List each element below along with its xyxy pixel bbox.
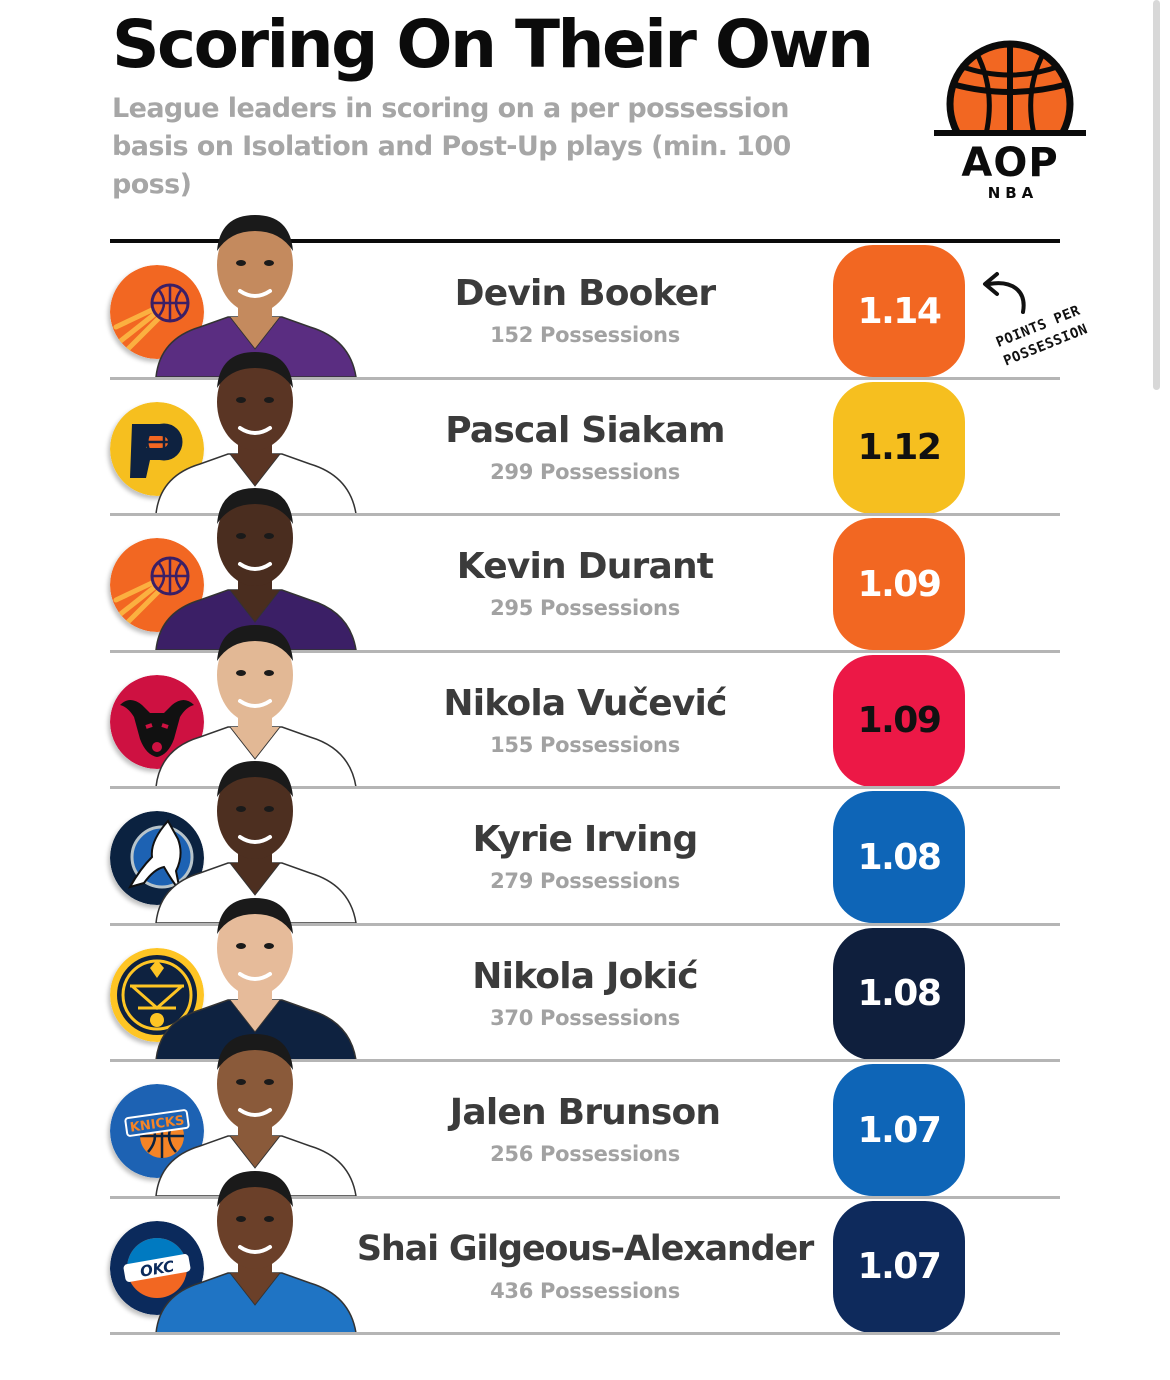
player-name: Jalen Brunson xyxy=(449,1092,721,1133)
row-divider xyxy=(110,922,1060,926)
possessions-count: 295 Possessions xyxy=(490,596,680,620)
table-row: Kyrie Irving 279 Possessions 1.08 xyxy=(110,761,1060,926)
possessions-count: 279 Possessions xyxy=(490,869,680,893)
chart-title: Scoring On Their Own xyxy=(112,6,874,83)
possessions-count: 299 Possessions xyxy=(490,459,680,484)
header-divider xyxy=(110,239,1060,243)
player-headshot xyxy=(150,482,360,650)
player-headshot xyxy=(150,209,360,377)
player-name: Devin Booker xyxy=(454,273,717,314)
basketball-logo-icon xyxy=(934,40,1086,136)
player-name: Shai Gilgeous-Alexander xyxy=(356,1228,814,1269)
row-divider xyxy=(110,649,1060,653)
player-name: Kevin Durant xyxy=(456,546,714,587)
ppp-badge: 1.09 xyxy=(833,518,965,650)
player-name: Kyrie Irving xyxy=(472,819,699,860)
table-row: Pascal Siakam 299 Possessions 1.12 xyxy=(110,351,1060,516)
player-name: Pascal Siakam xyxy=(445,409,725,451)
curved-arrow-icon xyxy=(983,272,1026,314)
ppp-badge: 1.08 xyxy=(833,791,965,923)
ppp-badge: 1.08 xyxy=(833,927,965,1060)
ppp-badge: 1.09 xyxy=(833,654,965,787)
player-headshot xyxy=(150,892,360,1060)
player-headshot xyxy=(150,619,360,787)
row-divider xyxy=(110,786,1060,789)
scrollbar[interactable] xyxy=(1153,0,1160,390)
table-row: Nikola Vučević 155 Possessions 1.09 xyxy=(110,624,1060,789)
table-row: KNICKS Jalen Brunson 256 Possessions 1.07 xyxy=(110,1034,1060,1199)
player-headshot xyxy=(150,755,360,923)
ppp-badge: 1.07 xyxy=(833,1064,965,1196)
table-row: Kevin Durant 295 Possessions 1.09 xyxy=(110,488,1060,653)
possessions-count: 436 Possessions xyxy=(490,1278,680,1303)
player-name: Nikola Vučević xyxy=(443,682,727,724)
player-headshot xyxy=(150,1028,360,1196)
possessions-count: 155 Possessions xyxy=(490,732,680,757)
svg-text:OKC: OKC xyxy=(139,1257,176,1281)
ppp-badge: 1.07 xyxy=(833,1200,965,1333)
ppp-badge: 1.12 xyxy=(833,381,965,514)
player-name: Nikola Jokić xyxy=(472,955,698,997)
row-divider xyxy=(110,1195,1060,1199)
possessions-count: 370 Possessions xyxy=(490,1005,680,1030)
annotation: POINTS PER POSSESSION xyxy=(975,268,1095,398)
ppp-badge: 1.14 xyxy=(833,245,965,377)
table-row: OKC Shai Gilgeous-Alexander 436 Possession… xyxy=(110,1170,1060,1335)
player-headshot xyxy=(150,346,360,514)
player-headshot xyxy=(150,1165,360,1333)
row-divider xyxy=(110,513,1060,516)
possessions-count: 152 Possessions xyxy=(490,323,680,347)
logo-aop-text: AOP xyxy=(961,140,1059,186)
aop-nba-logo: AOP NBA xyxy=(930,40,1090,205)
table-row: Devin Booker 152 Possessions 1.14 xyxy=(110,215,1060,380)
logo-nba-text: NBA xyxy=(987,184,1039,202)
table-row: Nikola Jokić 370 Possessions 1.08 xyxy=(110,897,1060,1062)
row-divider xyxy=(110,1332,1060,1335)
row-divider xyxy=(110,1059,1060,1062)
possessions-count: 256 Possessions xyxy=(490,1142,680,1166)
leaderboard: Devin Booker 152 Possessions 1.14 Pascal Si… xyxy=(110,215,1060,1335)
chart-subtitle: League leaders in scoring on a per posse… xyxy=(112,93,791,200)
row-divider xyxy=(110,376,1060,380)
